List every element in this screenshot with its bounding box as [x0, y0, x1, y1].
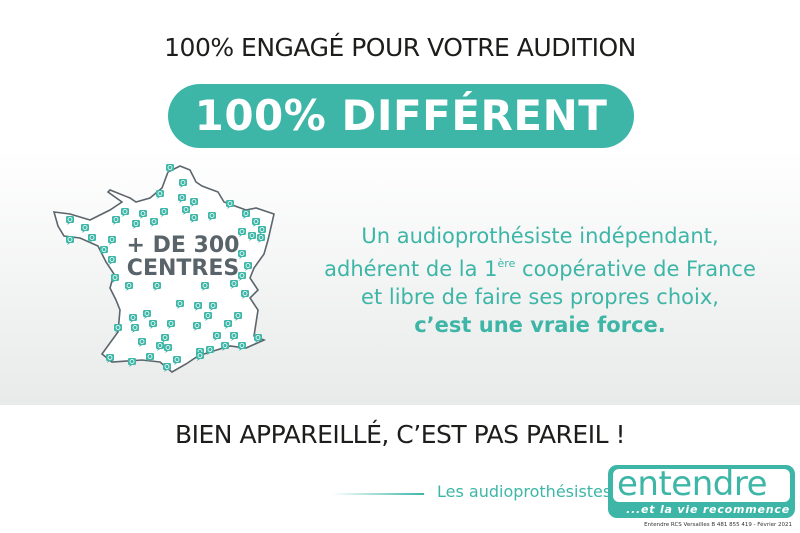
- centre-marker-icon: [108, 256, 116, 265]
- centre-marker-icon: [230, 332, 238, 341]
- centre-marker-icon: [201, 282, 209, 291]
- logo-tagline: ...et la vie recommence: [626, 503, 790, 516]
- centre-marker-icon: [244, 262, 252, 271]
- centre-marker-icon: [190, 198, 198, 207]
- centre-marker-icon: [160, 208, 168, 217]
- centre-marker-icon: [125, 282, 133, 291]
- centre-marker-icon: [164, 344, 172, 353]
- centre-marker-icon: [226, 200, 234, 209]
- body-line-2-text-end: coopérative de France: [515, 257, 756, 281]
- centre-marker-icon: [143, 310, 151, 319]
- logo-word: entendre: [617, 464, 768, 504]
- centre-marker-icon: [121, 208, 129, 217]
- centre-marker-icon: [167, 320, 175, 329]
- centre-marker-icon: [163, 363, 171, 372]
- centre-marker-icon: [111, 274, 119, 283]
- body-line-4: c’est une vraie force.: [414, 313, 666, 337]
- centre-marker-icon: [204, 312, 212, 321]
- centre-marker-icon: [138, 338, 146, 347]
- centre-marker-icon: [242, 210, 250, 219]
- centre-marker-icon: [254, 334, 262, 343]
- headline: 100% ENGAGÉ POUR VOTRE AUDITION: [164, 33, 636, 62]
- centre-marker-icon: [208, 212, 216, 221]
- centre-marker-icon: [176, 300, 184, 309]
- centre-marker-icon: [173, 356, 181, 365]
- centre-marker-icon: [88, 234, 96, 243]
- centre-marker-icon: [166, 164, 174, 173]
- centre-marker-icon: [66, 236, 74, 245]
- france-map: [52, 164, 275, 373]
- centre-marker-icon: [206, 346, 214, 355]
- body-line-2-text: adhérent de la 1: [324, 257, 498, 281]
- centre-marker-icon: [196, 352, 204, 361]
- different-banner: 100% DIFFÉRENT: [168, 84, 634, 148]
- centre-marker-icon: [149, 320, 157, 329]
- centre-marker-icon: [106, 354, 114, 363]
- centre-marker-icon: [248, 232, 256, 241]
- centre-marker-icon: [179, 179, 187, 188]
- centre-marker-icon: [100, 246, 108, 255]
- body-line-2: adhérent de la 1ère coopérative de Franc…: [290, 250, 790, 283]
- body-line-1: Un audioprothésiste indépendant,: [361, 224, 719, 248]
- centre-marker-icon: [178, 194, 186, 203]
- centre-marker-icon: [153, 282, 161, 291]
- legal-notice: Entendre RCS Versailles B 481 855 419 - …: [644, 522, 792, 528]
- centre-marker-icon: [238, 272, 246, 281]
- centre-marker-icon: [234, 312, 242, 321]
- centre-marker-icon: [221, 342, 229, 351]
- centre-marker-icon: [132, 220, 140, 229]
- body-line-3: et libre de faire ses propres choix,: [361, 285, 719, 309]
- centre-marker-icon: [129, 314, 137, 323]
- centres-count-line2: CENTRES: [126, 256, 240, 281]
- centres-count: + DE 300 CENTRES: [118, 234, 248, 280]
- centre-marker-icon: [128, 358, 136, 367]
- centre-marker-icon: [193, 322, 201, 331]
- centre-marker-icon: [114, 324, 122, 333]
- centre-marker-icon: [257, 234, 265, 243]
- les-audioprothesistes: Les audioprothésistes: [437, 482, 612, 501]
- centre-marker-icon: [238, 342, 246, 351]
- centre-marker-icon: [238, 228, 246, 237]
- centre-marker-icon: [209, 302, 217, 311]
- centre-marker-icon: [156, 190, 164, 199]
- centre-marker-icon: [224, 320, 232, 329]
- slogan: BIEN APPAREILLÉ, C’EST PAS PAREIL !: [174, 420, 626, 449]
- centre-marker-icon: [238, 250, 246, 259]
- centre-marker-icon: [161, 334, 169, 343]
- centre-marker-icon: [81, 224, 89, 233]
- centre-marker-icon: [108, 236, 116, 245]
- centres-count-line1: + DE 300: [126, 233, 240, 258]
- centre-marker-icon: [182, 206, 190, 215]
- entendre-logo: entendre ...et la vie recommence: [608, 464, 795, 518]
- centre-marker-icon: [230, 280, 238, 289]
- centre-marker-icon: [146, 353, 154, 362]
- superscript: ère: [497, 257, 516, 270]
- logo-inner: entendre: [613, 464, 790, 504]
- centre-marker-icon: [190, 214, 198, 223]
- centre-marker-icon: [131, 324, 139, 333]
- divider-line: [332, 493, 424, 495]
- centre-marker-icon: [150, 218, 158, 227]
- centre-marker-icon: [241, 290, 249, 299]
- centre-marker-icon: [213, 332, 221, 341]
- centre-marker-icon: [156, 342, 164, 351]
- centre-marker-icon: [66, 216, 74, 225]
- centre-marker-icon: [252, 218, 260, 227]
- france-outline: [52, 165, 275, 373]
- body-text: Un audioprothésiste indépendant, adhéren…: [290, 222, 790, 339]
- centre-marker-icon: [139, 210, 147, 219]
- centre-marker-icon: [112, 216, 120, 225]
- centre-marker-icon: [194, 302, 202, 311]
